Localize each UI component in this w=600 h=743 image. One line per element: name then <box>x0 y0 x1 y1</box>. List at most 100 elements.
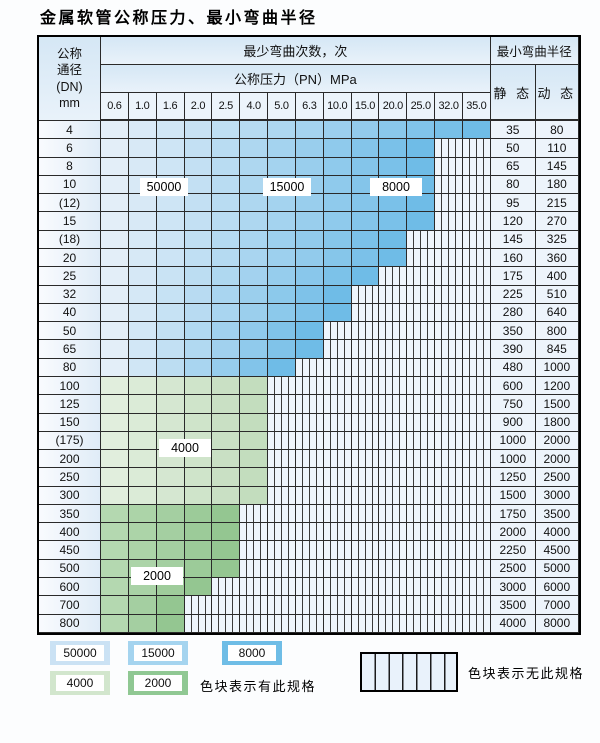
cycle-cell <box>101 376 129 396</box>
static-radius-cell: 2500 <box>490 559 536 579</box>
dn-cell: 400 <box>39 523 101 542</box>
cycle-cell <box>295 340 324 359</box>
cycle-cell <box>240 340 269 359</box>
no-spec-cell <box>184 614 213 633</box>
cycle-cell <box>212 340 241 359</box>
cycle-cell <box>268 194 296 213</box>
static-radius-cell: 280 <box>490 303 536 323</box>
no-spec-cell <box>435 303 463 323</box>
no-spec-cell <box>351 486 380 505</box>
cycle-cell <box>128 248 157 268</box>
cycle-cell <box>101 468 129 487</box>
cycle-cell <box>240 212 269 231</box>
dn-cell: 6 <box>39 139 101 158</box>
bend-cycles-header: 最少弯曲次数，次 <box>101 37 491 65</box>
dn-cell: 8 <box>39 157 101 176</box>
cycle-cell <box>184 541 213 560</box>
cycle-cell <box>407 157 436 176</box>
cycle-cell <box>212 121 241 140</box>
no-spec-cell <box>268 376 296 396</box>
region-cycles-label: 4000 <box>159 439 211 457</box>
no-spec-cell <box>407 322 436 341</box>
dynamic-radius-cell: 270 <box>535 212 579 231</box>
dn-header-line: 公称 <box>56 47 82 61</box>
cycle-cell <box>101 303 129 323</box>
static-radius-cell: 1000 <box>490 450 536 469</box>
no-spec-cell <box>323 559 352 579</box>
static-radius-cell: 4000 <box>490 614 536 633</box>
cycle-cell <box>128 285 157 304</box>
dynamic-radius-cell: 640 <box>535 303 579 323</box>
cycle-cell <box>268 212 296 231</box>
cycle-cell <box>351 230 380 249</box>
cycle-cell <box>351 248 380 268</box>
dynamic-radius-cell: 8000 <box>535 614 579 633</box>
cycle-cell <box>156 596 185 615</box>
cycle-cell <box>295 267 324 286</box>
cycle-cell <box>240 285 269 304</box>
cycle-cell <box>212 523 241 542</box>
no-spec-cell <box>379 559 408 579</box>
dn-cell: 300 <box>39 486 101 505</box>
no-spec-cell <box>435 194 463 213</box>
no-spec-cell <box>462 413 491 432</box>
no-spec-cell <box>323 614 352 633</box>
dynamic-radius-cell: 4500 <box>535 541 579 560</box>
cycle-cell <box>101 395 129 414</box>
no-spec-cell <box>268 523 296 542</box>
static-radius-cell: 1250 <box>490 468 536 487</box>
cycle-cell <box>128 157 157 176</box>
cycle-cell <box>156 468 185 487</box>
no-spec-cell <box>295 376 324 396</box>
cycle-cell <box>323 212 352 231</box>
bend-radius-header: 最小弯曲半径 <box>490 37 579 65</box>
static-radius-cell: 225 <box>490 285 536 304</box>
no-spec-cell <box>268 541 296 560</box>
static-radius-cell: 600 <box>490 376 536 396</box>
no-spec-cell <box>407 376 436 396</box>
no-spec-cell <box>351 559 380 579</box>
dn-cell: (18) <box>39 230 101 249</box>
cycle-cell <box>184 194 213 213</box>
cycle-cell <box>156 358 185 377</box>
dn-cell: 800 <box>39 614 101 633</box>
no-spec-cell <box>323 431 352 451</box>
dn-cell: 50 <box>39 322 101 341</box>
cycle-cell <box>184 413 213 432</box>
cycle-cell <box>156 413 185 432</box>
cycle-cell <box>212 559 241 579</box>
no-spec-cell <box>435 175 463 195</box>
pressure-tick: 25.0 <box>407 93 436 121</box>
no-spec-cell <box>407 395 436 414</box>
no-spec-cell <box>407 248 436 268</box>
cycle-cell <box>156 194 185 213</box>
no-spec-cell <box>351 578 380 597</box>
no-spec-cell <box>295 578 324 597</box>
no-spec-cell <box>407 486 436 505</box>
dn-cell: 80 <box>39 358 101 377</box>
cycle-cell <box>379 121 408 140</box>
static-radius-cell: 65 <box>490 157 536 176</box>
cycle-cell <box>212 504 241 524</box>
no-spec-cell <box>407 578 436 597</box>
no-spec-cell <box>323 541 352 560</box>
cycle-cell <box>268 121 296 140</box>
no-spec-cell <box>379 322 408 341</box>
no-spec-cell <box>240 578 269 597</box>
cycle-cell <box>268 358 296 377</box>
no-spec-cell <box>212 578 241 597</box>
no-spec-cell <box>268 468 296 487</box>
cycle-cell <box>240 358 269 377</box>
no-spec-cell <box>462 431 491 451</box>
legend-swatch-label: 15000 <box>134 645 182 661</box>
dn-cell: 32 <box>39 285 101 304</box>
no-spec-cell <box>407 303 436 323</box>
cycle-cell <box>128 212 157 231</box>
cycle-cell <box>323 248 352 268</box>
no-spec-cell <box>435 596 463 615</box>
cycle-cell <box>101 523 129 542</box>
no-spec-cell <box>462 358 491 377</box>
dynamic-radius-cell: 400 <box>535 267 579 286</box>
no-spec-cell <box>407 468 436 487</box>
no-spec-cell <box>351 413 380 432</box>
